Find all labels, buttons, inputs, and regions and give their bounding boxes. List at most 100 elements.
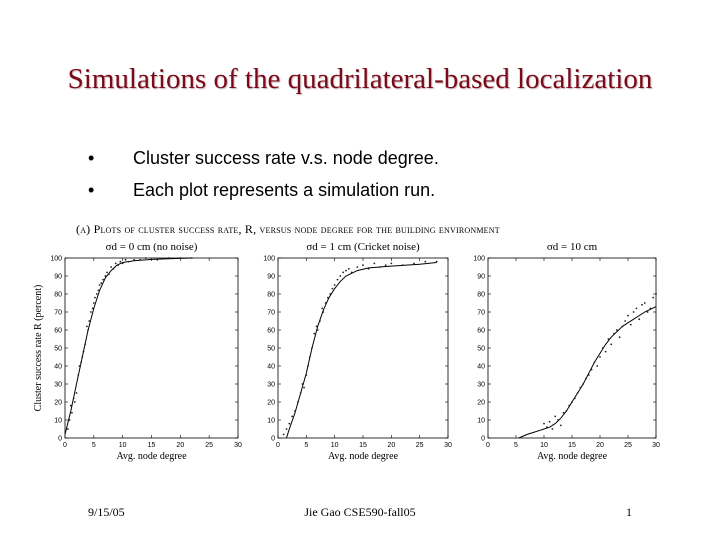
data-point xyxy=(77,374,80,376)
footer-page-number: 1 xyxy=(626,505,632,519)
y-tick-label: 10 xyxy=(267,418,275,425)
x-tick-label: 20 xyxy=(596,442,604,449)
data-point xyxy=(107,273,110,276)
figure-plots: σd = 0 cm (no noise) 0 5 10 15 20 25 30 0 10 20 30 4… xyxy=(33,241,660,462)
data-point xyxy=(624,320,627,322)
data-point xyxy=(82,350,85,353)
data-point xyxy=(599,356,601,358)
plot-panel-3: σd = 10 cm 0 5 10 15 20 25 30 0 10 20 30 40 50 60 70 80 9… xyxy=(473,241,660,462)
data-point xyxy=(632,311,635,313)
data-point xyxy=(565,410,568,412)
data-point xyxy=(190,257,193,259)
data-point xyxy=(655,293,657,295)
plot-title: σd = 1 cm (Cricket noise) xyxy=(306,241,420,253)
data-point xyxy=(543,422,545,425)
data-point xyxy=(299,392,302,394)
data-point xyxy=(124,258,127,261)
data-point xyxy=(81,356,84,358)
y-tick-label: 20 xyxy=(477,400,485,407)
data-point xyxy=(106,271,108,274)
x-tick-label: 5 xyxy=(304,442,308,449)
data-point xyxy=(384,264,387,267)
data-point xyxy=(72,397,75,400)
x-tick-label: 10 xyxy=(540,442,548,449)
data-point xyxy=(294,410,296,412)
data-point xyxy=(551,428,554,430)
data-point xyxy=(71,411,73,414)
bullet-dot-icon: • xyxy=(88,180,95,200)
data-point xyxy=(80,361,83,364)
data-point xyxy=(331,287,334,290)
bullet-item: • Cluster success rate v.s. node degree. xyxy=(88,148,439,180)
data-point xyxy=(576,392,579,394)
data-point xyxy=(593,361,596,364)
data-point xyxy=(127,260,130,263)
x-tick-label: 15 xyxy=(148,442,156,449)
data-point xyxy=(282,433,285,436)
y-tick-label: 60 xyxy=(477,328,485,335)
x-tick-label: 25 xyxy=(624,442,632,449)
y-tick-label: 90 xyxy=(267,274,275,281)
y-tick-label: 60 xyxy=(54,328,62,335)
y-tick-label: 90 xyxy=(54,274,62,281)
data-point xyxy=(571,401,573,403)
data-point xyxy=(635,307,638,310)
data-point xyxy=(615,329,618,331)
data-point xyxy=(303,386,305,389)
x-tick-label: 5 xyxy=(92,442,96,449)
y-tick-label: 50 xyxy=(54,346,62,353)
plot-frame xyxy=(277,257,449,439)
data-point xyxy=(307,365,309,367)
y-tick-label: 0 xyxy=(58,436,62,443)
data-point xyxy=(557,419,559,421)
y-tick-label: 10 xyxy=(477,418,485,425)
x-tick-label: 15 xyxy=(568,442,576,449)
data-point xyxy=(324,302,327,304)
y-tick-label: 50 xyxy=(477,346,485,353)
fit-curve xyxy=(64,257,192,435)
x-axis-label: Avg. node degree xyxy=(537,451,608,462)
y-tick-label: 40 xyxy=(54,364,62,371)
plot-panel-1: σd = 0 cm (no noise) 0 5 10 15 20 25 30 0 10 20 30 4… xyxy=(33,241,242,462)
data-point xyxy=(315,325,318,328)
data-point xyxy=(100,282,103,285)
data-point xyxy=(104,275,107,277)
y-tick-label: 70 xyxy=(54,310,62,317)
plot-title: σd = 10 cm xyxy=(547,241,598,253)
y-tick-label: 40 xyxy=(267,364,275,371)
data-point xyxy=(117,264,119,267)
data-point xyxy=(288,422,291,425)
data-point xyxy=(308,356,311,358)
data-point xyxy=(562,411,565,414)
data-point xyxy=(68,419,71,421)
data-point xyxy=(638,318,641,321)
data-point xyxy=(643,302,646,304)
x-tick-label: 30 xyxy=(234,442,242,449)
y-tick-label: 80 xyxy=(477,292,485,299)
y-tick-label: 40 xyxy=(477,364,485,371)
data-point xyxy=(545,426,548,429)
data-point xyxy=(649,307,652,310)
data-point xyxy=(356,266,359,268)
data-point xyxy=(86,325,88,328)
data-point xyxy=(345,269,347,272)
data-point xyxy=(435,260,438,263)
data-point xyxy=(110,266,113,268)
x-tick-label: 0 xyxy=(63,442,67,449)
data-point xyxy=(167,257,170,259)
data-point xyxy=(91,307,94,310)
data-point xyxy=(119,260,122,263)
data-point xyxy=(379,266,381,268)
plot-panel-2: σd = 1 cm (Cricket noise) 0 5 10 15 20 25 30 0 10… xyxy=(263,241,452,462)
data-point xyxy=(339,275,342,277)
x-tick-label: 0 xyxy=(486,442,490,449)
data-point xyxy=(587,374,590,376)
data-point xyxy=(66,428,69,430)
plot-frame xyxy=(64,257,239,439)
data-point xyxy=(121,262,124,265)
data-point xyxy=(585,377,587,380)
data-point xyxy=(373,262,376,265)
y-tick-label: 70 xyxy=(267,310,275,317)
bullet-text: Cluster success rate v.s. node degree. xyxy=(133,148,439,168)
data-point xyxy=(319,320,321,322)
